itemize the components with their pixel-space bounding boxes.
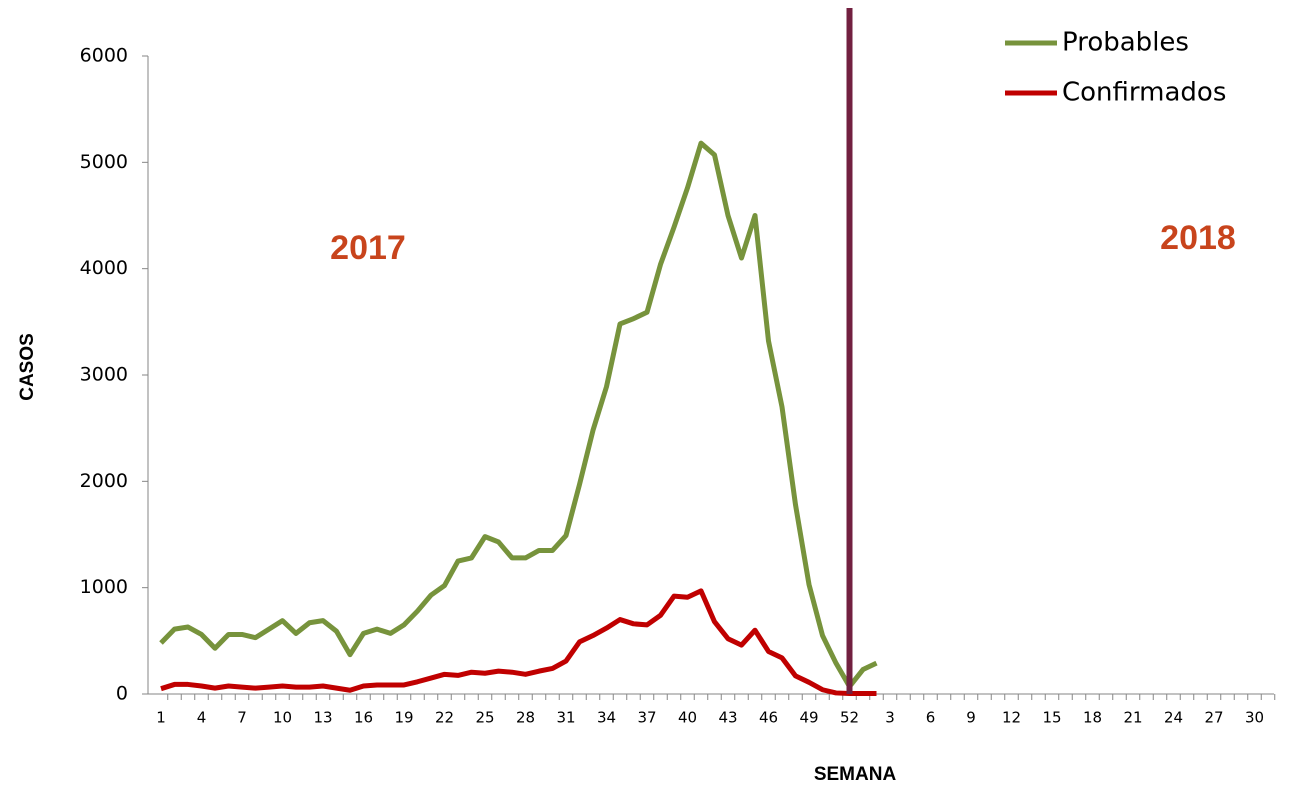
- y-tick-label: 3000: [80, 364, 128, 386]
- x-tick-label: 49: [799, 709, 818, 727]
- x-tick-label: 3: [885, 709, 895, 727]
- x-tick-label: 15: [1042, 709, 1061, 727]
- x-tick-label: 18: [1083, 709, 1102, 727]
- x-tick-label: 34: [597, 709, 616, 727]
- x-tick-label: 16: [354, 709, 373, 727]
- x-tick-label: 37: [637, 709, 656, 727]
- y-tick-label: 2000: [80, 470, 128, 492]
- x-tick-label: 22: [435, 709, 454, 727]
- x-tick-label: 46: [759, 709, 778, 727]
- x-tick-label: 25: [475, 709, 494, 727]
- x-tick-label: 19: [394, 709, 413, 727]
- x-tick-label: 52: [840, 709, 859, 727]
- x-tick-label: 4: [197, 709, 207, 727]
- x-tick-label: 6: [926, 709, 936, 727]
- x-tick-label: 12: [1002, 709, 1021, 727]
- x-tick-label: 30: [1245, 709, 1264, 727]
- x-tick-label: 43: [718, 709, 737, 727]
- annotation: 2018: [1160, 219, 1236, 257]
- x-tick-label: 1: [156, 709, 166, 727]
- y-tick-label: 5000: [80, 151, 128, 173]
- annotation: 2017: [330, 229, 406, 267]
- x-tick-label: 31: [556, 709, 575, 727]
- y-tick-label: 1000: [80, 576, 128, 598]
- y-tick-label: 6000: [80, 45, 128, 67]
- x-tick-label: 24: [1164, 709, 1183, 727]
- x-axis-title: SEMANA: [814, 764, 897, 785]
- x-tick-label: 21: [1123, 709, 1142, 727]
- y-tick-label: 4000: [80, 257, 128, 279]
- legend-label: Confirmados: [1062, 78, 1226, 108]
- y-axis-title: CASOS: [17, 333, 38, 401]
- legend-label: Probables: [1062, 28, 1189, 58]
- x-tick-label: 9: [966, 709, 976, 727]
- x-tick-label: 10: [273, 709, 292, 727]
- x-tick-label: 13: [313, 709, 332, 727]
- x-tick-label: 7: [237, 709, 247, 727]
- x-tick-label: 28: [516, 709, 535, 727]
- series-line: [159, 140, 878, 690]
- series-line: [160, 588, 877, 696]
- y-tick-label: 0: [116, 683, 128, 705]
- x-tick-label: 27: [1204, 709, 1223, 727]
- x-tick-label: 40: [678, 709, 697, 727]
